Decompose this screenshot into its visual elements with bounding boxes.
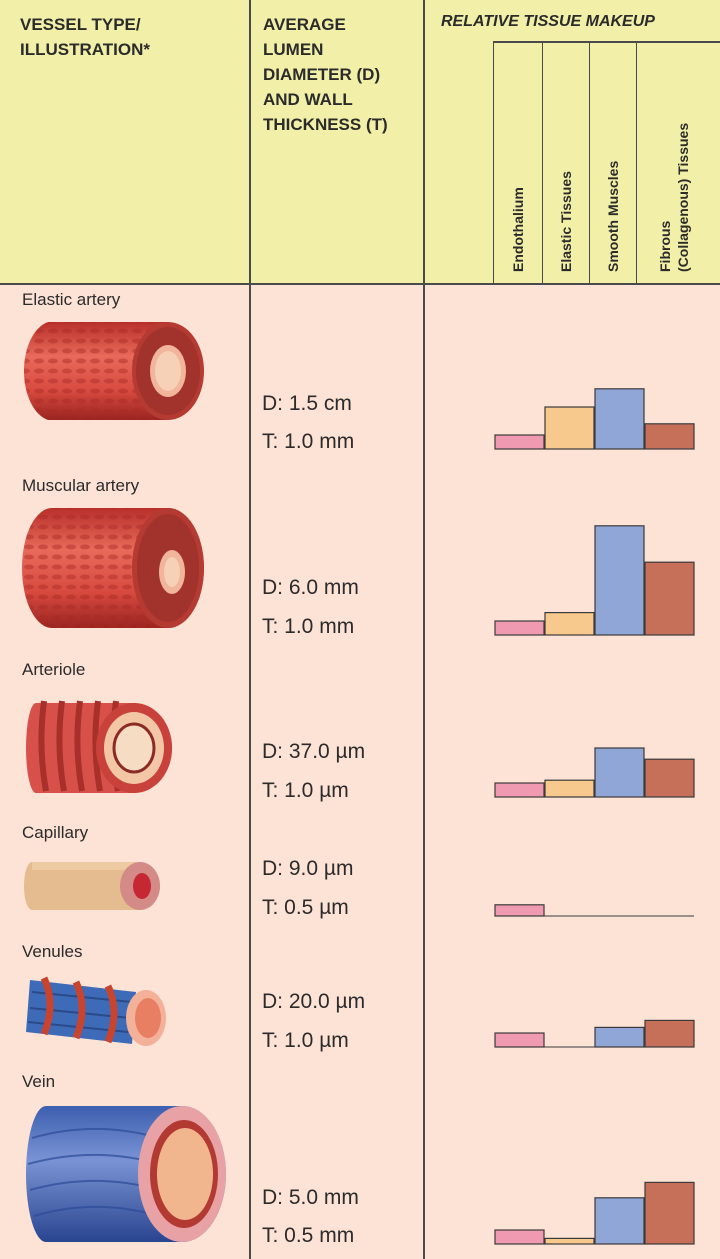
bar-elastic-1 [544,611,595,636]
bar-endothelium-2 [494,782,545,798]
elastic-artery-illustration [23,322,204,420]
diameter-capillary: D: 9.0 µm [262,857,354,880]
header-tissue-makeup: RELATIVE TISSUE MAKEUP [441,13,655,30]
bar-fibrous-4 [644,1019,695,1048]
vessel-name-vein: Vein [22,1072,56,1091]
diameter-elastic-artery: D: 1.5 cm [262,392,352,415]
venule-illustration [26,976,166,1046]
bar-fibrous-0 [644,423,695,450]
thickness-venules: T: 1.0 µm [262,1029,349,1052]
bar-endothelium-3 [494,904,545,917]
vessel-name-muscular-artery: Muscular artery [22,476,140,495]
bar-endothelium-1 [494,620,545,636]
vessel-name-arteriole: Arteriole [22,660,86,679]
diameter-arteriole: D: 37.0 µm [262,740,366,763]
column-divider-1 [249,0,251,1259]
tissue-col-line-3 [589,41,590,284]
bar-elastic-2 [544,779,595,798]
tissue-col-line-1 [493,41,494,284]
tissue-col-line-4 [636,41,637,284]
thickness-vein: T: 0.5 mm [262,1224,355,1247]
arteriole-illustration [26,700,172,793]
diameter-venules: D: 20.0 µm [262,990,366,1013]
muscular-artery-illustration [22,508,204,628]
bar-fibrous-2 [644,758,695,798]
thickness-arteriole: T: 1.0 µm [262,779,349,802]
vessel-name-capillary: Capillary [22,823,89,842]
tissue-col-line-2 [542,41,543,284]
bar-fibrous-1 [644,561,695,636]
bar-endothelium-5 [494,1229,545,1245]
bar-elastic-0 [544,406,595,450]
capillary-illustration [24,862,160,910]
vein-illustration [26,1106,226,1242]
bar-elastic-5 [544,1237,595,1245]
header-background [0,0,720,284]
tissue-header-divider [493,41,720,43]
bar-endothelium-4 [494,1032,545,1048]
vessel-name-venules: Venules [22,942,83,961]
diameter-muscular-artery: D: 6.0 mm [262,576,359,599]
header-divider [0,283,720,285]
diameter-vein: D: 5.0 mm [262,1186,359,1209]
bar-smooth-muscle-1 [594,525,645,636]
header-vessel-type: VESSEL TYPE/ ILLUSTRATION* [20,15,151,59]
header-diameter-thickness: AVERAGE LUMEN DIAMETER (D) AND WALL THIC… [263,15,388,134]
thickness-elastic-artery: T: 1.0 mm [262,430,355,453]
thickness-capillary: T: 0.5 µm [262,896,349,919]
bar-smooth-muscle-4 [594,1026,645,1048]
bar-smooth-muscle-5 [594,1197,645,1245]
bar-fibrous-5 [644,1181,695,1245]
bar-endothelium-0 [494,434,545,450]
thickness-muscular-artery: T: 1.0 mm [262,615,355,638]
vessel-name-elastic-artery: Elastic artery [22,290,121,309]
bar-smooth-muscle-2 [594,747,645,798]
column-divider-2 [423,0,425,1259]
bar-smooth-muscle-0 [594,388,645,450]
